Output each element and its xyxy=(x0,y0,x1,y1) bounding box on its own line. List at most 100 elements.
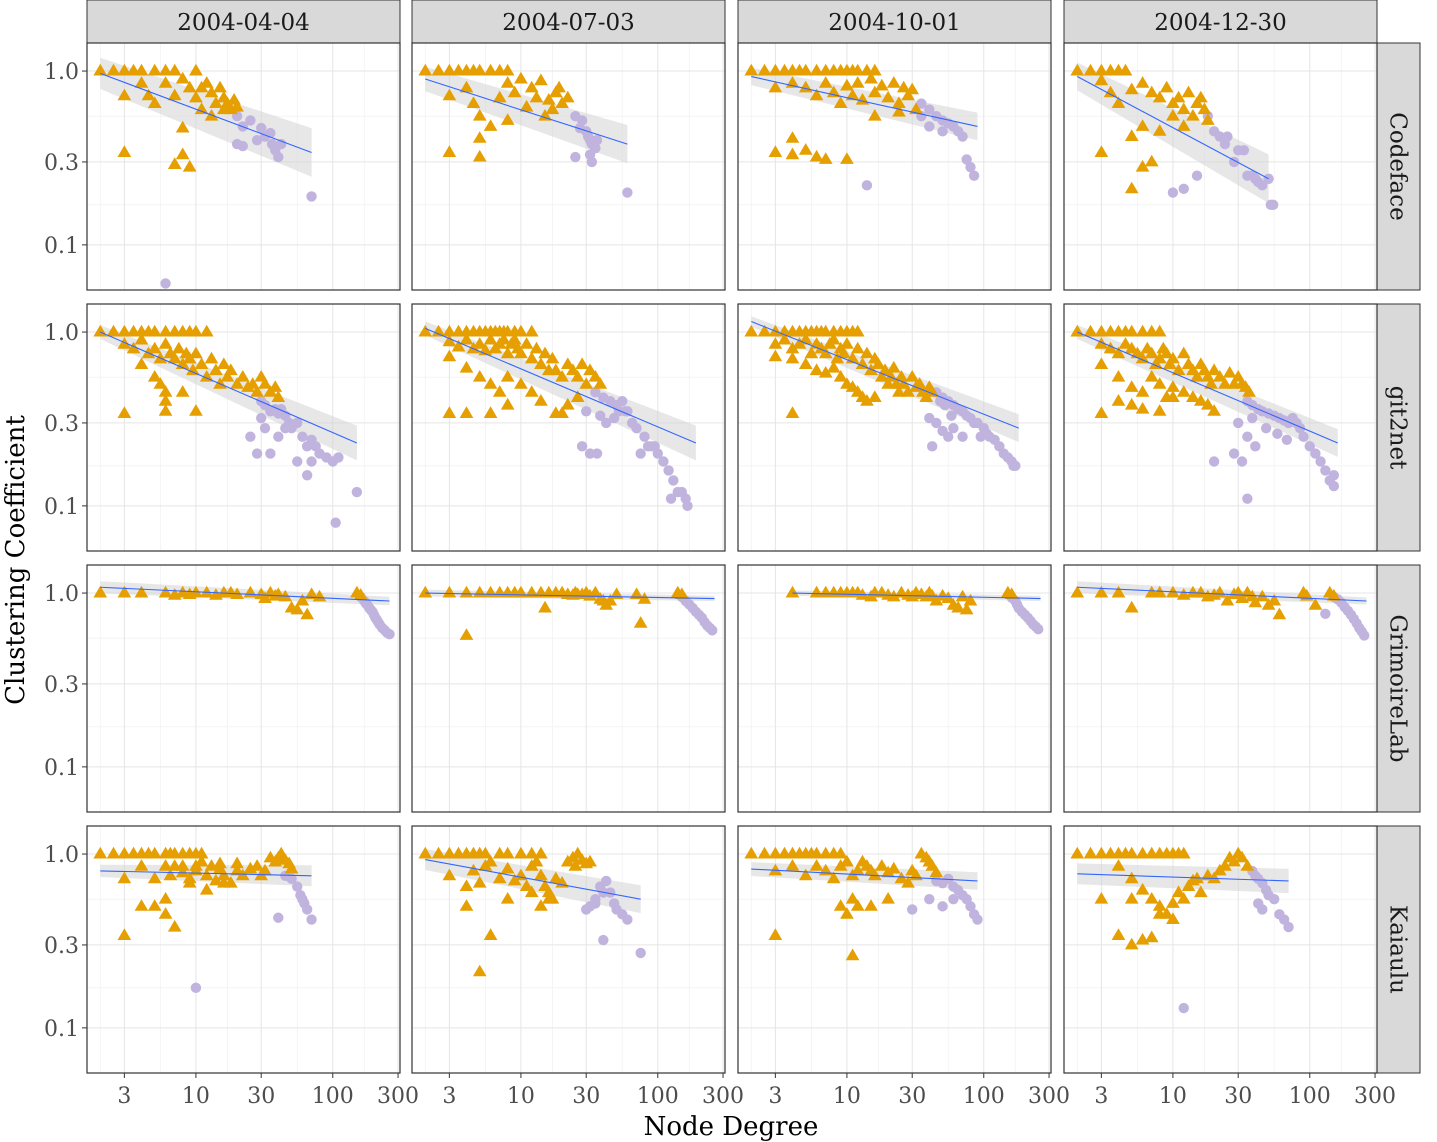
data-point-triangle xyxy=(886,360,901,373)
data-point-triangle xyxy=(1176,846,1191,859)
panel-background xyxy=(87,826,400,1073)
data-point-circle xyxy=(1208,456,1220,467)
data-point-triangle xyxy=(549,363,563,376)
panel-background xyxy=(87,565,400,812)
panel-border xyxy=(1063,825,1378,1074)
data-point-triangle xyxy=(312,589,327,602)
data-point-triangle xyxy=(158,859,173,871)
data-point-triangle xyxy=(1094,337,1109,349)
data-point-triangle xyxy=(1186,109,1200,121)
data-point-circle xyxy=(658,456,669,467)
y-tick-label: 0.1 xyxy=(44,756,79,781)
data-point-triangle xyxy=(483,332,498,345)
data-point-triangle xyxy=(418,63,433,76)
data-point-triangle xyxy=(167,157,182,169)
data-point-triangle xyxy=(603,593,618,606)
data-point-circle xyxy=(601,875,612,887)
data-point-triangle xyxy=(497,332,511,345)
data-point-triangle xyxy=(929,865,944,878)
data-point-triangle xyxy=(850,324,865,337)
data-point-triangle xyxy=(1004,587,1019,599)
data-point-triangle xyxy=(158,907,173,919)
data-point-triangle xyxy=(1135,324,1150,337)
data-point-circle xyxy=(622,914,633,925)
panel-border xyxy=(411,564,726,813)
data-point-triangle xyxy=(189,324,203,337)
data-point-triangle xyxy=(217,868,231,881)
data-point-circle xyxy=(273,431,284,442)
data-point-circle xyxy=(1247,412,1258,424)
data-point-triangle xyxy=(1152,899,1167,911)
panel-border xyxy=(86,564,401,813)
y-tick-label: 0.3 xyxy=(44,412,79,437)
data-point-triangle xyxy=(552,80,566,93)
data-point-triangle xyxy=(768,80,783,93)
data-point-circle xyxy=(1250,441,1261,452)
data-point-triangle xyxy=(1207,404,1221,416)
data-point-circle xyxy=(1298,431,1309,442)
data-point-triangle xyxy=(1176,102,1191,115)
data-point-triangle xyxy=(230,856,244,869)
data-point-circle xyxy=(1328,470,1340,481)
data-point-triangle xyxy=(235,370,250,382)
data-point-circle xyxy=(1260,422,1272,434)
data-point-circle xyxy=(635,947,646,959)
data-point-triangle xyxy=(850,76,865,88)
panel-background xyxy=(1064,565,1377,812)
data-point-circle xyxy=(1263,173,1274,184)
data-point-triangle xyxy=(534,73,548,86)
data-point-triangle xyxy=(472,964,487,977)
data-point-triangle xyxy=(1094,145,1109,157)
data-point-circle xyxy=(916,98,927,109)
data-point-triangle xyxy=(1327,588,1341,601)
data-point-triangle xyxy=(1094,846,1109,859)
facet-panel xyxy=(737,42,1052,291)
data-point-triangle xyxy=(1135,351,1150,364)
data-point-triangle xyxy=(871,357,886,369)
data-point-triangle xyxy=(833,96,848,108)
row-strip xyxy=(1376,564,1421,813)
x-tick-label: 100 xyxy=(1289,1084,1331,1109)
row-strip xyxy=(1376,825,1421,1074)
data-point-triangle xyxy=(175,120,190,133)
data-point-triangle xyxy=(1135,402,1150,414)
facet-panel xyxy=(411,564,726,813)
data-point-triangle xyxy=(459,406,474,418)
data-point-triangle xyxy=(881,90,895,103)
data-point-triangle xyxy=(1152,907,1167,919)
data-point-triangle xyxy=(809,585,824,598)
data-point-triangle xyxy=(230,377,244,389)
data-point-triangle xyxy=(117,324,132,337)
data-point-circle xyxy=(946,410,957,421)
data-point-triangle xyxy=(850,863,865,876)
data-point-triangle xyxy=(134,332,149,345)
data-point-triangle xyxy=(175,147,190,160)
data-point-circle xyxy=(1236,456,1248,467)
data-point-circle xyxy=(957,431,968,442)
data-point-triangle xyxy=(300,607,314,620)
data-point-triangle xyxy=(809,859,824,871)
data-point-circle xyxy=(601,417,612,429)
data-point-circle xyxy=(237,140,248,152)
data-point-triangle xyxy=(514,324,528,337)
data-point-circle xyxy=(663,465,674,476)
data-point-triangle xyxy=(418,846,433,859)
data-point-triangle xyxy=(1166,351,1180,364)
data-point-triangle xyxy=(519,879,534,891)
data-point-circle xyxy=(622,187,633,198)
data-point-circle xyxy=(590,387,601,398)
data-point-circle xyxy=(861,180,873,191)
x-tick-label: 3 xyxy=(442,1084,456,1109)
confidence-band xyxy=(1077,863,1289,894)
data-point-triangle xyxy=(147,846,162,859)
row-strip-label: Kaiaulu xyxy=(1385,905,1411,994)
data-point-circle xyxy=(245,431,256,442)
x-tick-label: 3 xyxy=(768,1084,782,1109)
data-point-triangle xyxy=(545,102,560,115)
data-point-triangle xyxy=(459,585,474,598)
panel-border xyxy=(411,42,726,291)
regression-line xyxy=(425,327,697,444)
data-point-triangle xyxy=(442,349,457,362)
data-point-triangle xyxy=(868,109,882,121)
data-point-triangle xyxy=(1124,181,1139,194)
